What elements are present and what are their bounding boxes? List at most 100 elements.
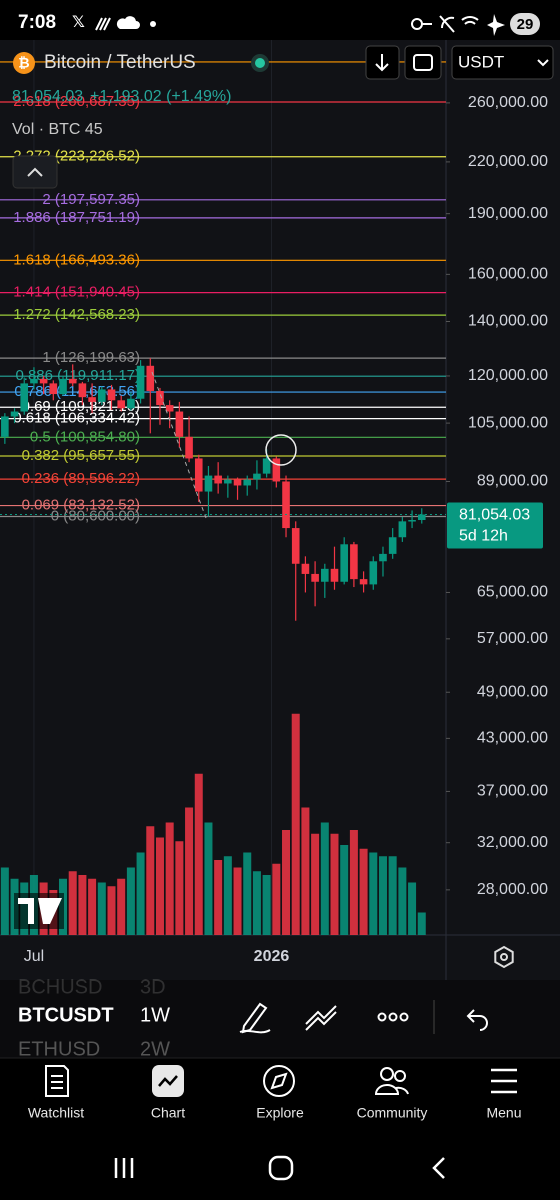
home-button[interactable] xyxy=(268,1155,294,1181)
volume-bar xyxy=(369,852,378,935)
volume-bar xyxy=(378,856,387,935)
candle-body xyxy=(39,378,48,384)
volume-bar xyxy=(282,830,291,935)
y-tick-label: 190,000.00 xyxy=(468,205,548,222)
symbol-list: BCHUSD3DBTCUSDT1WETHUSD2W xyxy=(0,976,230,1060)
settings[interactable] xyxy=(494,945,514,969)
candle-body xyxy=(88,397,96,402)
volume-bar xyxy=(243,852,252,935)
undo-button[interactable] xyxy=(466,1009,488,1031)
fib-label: 0.382 (95,657.55) xyxy=(22,447,140,464)
nav-label[interactable]: Watchlist xyxy=(28,1105,84,1121)
volume-bar xyxy=(340,845,349,935)
volume-bar xyxy=(78,875,87,935)
candle-body xyxy=(272,458,281,482)
nav-label[interactable]: Community xyxy=(357,1105,428,1121)
nav-label[interactable]: Chart xyxy=(151,1105,185,1121)
candle-body xyxy=(379,553,387,562)
x-tick-label: Jul xyxy=(24,948,44,965)
candle-body xyxy=(117,400,125,409)
candle-body xyxy=(311,573,319,582)
candle-body xyxy=(388,537,397,554)
y-tick-label: 65,000.00 xyxy=(477,584,548,601)
volume-bar xyxy=(68,871,77,935)
settings-icon[interactable] xyxy=(494,945,514,969)
back-button[interactable] xyxy=(432,1157,445,1179)
pencil-tool[interactable] xyxy=(239,1002,271,1034)
explore-icon[interactable] xyxy=(263,1065,295,1097)
symbol-ticker[interactable]: BTCUSDT xyxy=(18,1004,114,1026)
volume-legend: Vol · BTC 45 xyxy=(12,121,103,138)
fib-label: 0.69 (109,821.16) xyxy=(22,398,140,415)
fib-label: 2.618 (260,687.35) xyxy=(13,93,140,110)
candle-body xyxy=(127,398,135,409)
status-bar: 7:08 𝕏 29 xyxy=(18,12,540,36)
nav-label[interactable]: Explore xyxy=(256,1105,304,1121)
market-status xyxy=(255,58,265,68)
community-icon[interactable] xyxy=(380,1067,394,1081)
volume-bar xyxy=(388,856,397,935)
plot-area: 2.618 (260,687.35)2.272 (223,226.52)2 (1… xyxy=(0,40,446,935)
volume-bar xyxy=(107,886,116,935)
collapse-button[interactable] xyxy=(12,155,58,189)
candle-body xyxy=(291,528,300,564)
candle-body xyxy=(321,568,329,582)
symbol-interval[interactable]: 1W xyxy=(140,1004,170,1026)
fib-label: 0.618 (106,334.42) xyxy=(13,410,140,427)
volume-bar xyxy=(88,878,97,935)
more-tools[interactable] xyxy=(377,1012,387,1022)
bottom-nav xyxy=(0,1058,560,1140)
volume-bar xyxy=(311,833,320,935)
watchlist-icon[interactable] xyxy=(45,1065,69,1097)
y-tick-label: 260,000.00 xyxy=(468,94,548,111)
candle-body xyxy=(136,365,145,399)
volume-bar xyxy=(408,882,417,935)
recents-button[interactable] xyxy=(114,1158,134,1178)
lines-tool[interactable] xyxy=(305,1005,337,1031)
battery-level: 29 xyxy=(517,16,534,33)
nav-labels: Watchlist Chart Explore Community Menu xyxy=(28,1105,522,1121)
collapse-icon xyxy=(27,167,43,177)
volume-bar xyxy=(175,841,184,935)
y-tick-label: 28,000.00 xyxy=(477,881,548,898)
volume-bar xyxy=(330,833,339,935)
symbol-name[interactable]: Bitcoin / TetherUS xyxy=(44,52,196,73)
dot-icon xyxy=(150,21,156,27)
candle-body xyxy=(224,479,232,484)
candle-body xyxy=(30,378,38,384)
mute-icon xyxy=(439,15,455,33)
fib-label: 1.886 (187,751.19) xyxy=(13,209,140,226)
y-tick-label: 43,000.00 xyxy=(477,730,548,747)
fit-button[interactable] xyxy=(404,45,442,80)
airplane-icon xyxy=(487,14,505,36)
y-tick-label: 120,000.00 xyxy=(468,367,548,384)
volume-bar xyxy=(165,822,174,935)
chart-header: ₿ Bitcoin / TetherUS 81,054.03 +1,193.02… xyxy=(12,45,554,189)
candle-body xyxy=(340,544,348,582)
currency-select[interactable] xyxy=(451,45,554,80)
candle-body xyxy=(233,479,242,486)
y-tick-label: 105,000.00 xyxy=(468,414,548,431)
candle-body xyxy=(175,411,184,437)
y-tick-label: 37,000.00 xyxy=(477,783,548,800)
wifi-icon xyxy=(461,16,479,25)
nav-label[interactable]: Menu xyxy=(486,1105,521,1121)
candle-body xyxy=(253,473,261,480)
volume-bar xyxy=(272,863,281,935)
fib-label: 0 (80,600.00) xyxy=(51,507,140,524)
volume-bar xyxy=(233,867,242,935)
btc-icon-glyph: ₿ xyxy=(18,55,29,71)
y-tick-label: 57,000.00 xyxy=(477,630,548,647)
candle-body xyxy=(1,416,9,437)
symbol-interval[interactable]: 2W xyxy=(140,1038,170,1060)
candle-body xyxy=(165,405,174,412)
y-tick-label: 32,000.00 xyxy=(477,834,548,851)
menu-icon[interactable] xyxy=(491,1068,517,1094)
candle-body xyxy=(282,481,290,529)
candle-body xyxy=(68,378,77,384)
symbol-ticker[interactable]: ETHUSD xyxy=(18,1038,100,1060)
candle-body xyxy=(10,411,19,417)
candle-body xyxy=(98,389,106,402)
volume-bar xyxy=(398,867,407,935)
